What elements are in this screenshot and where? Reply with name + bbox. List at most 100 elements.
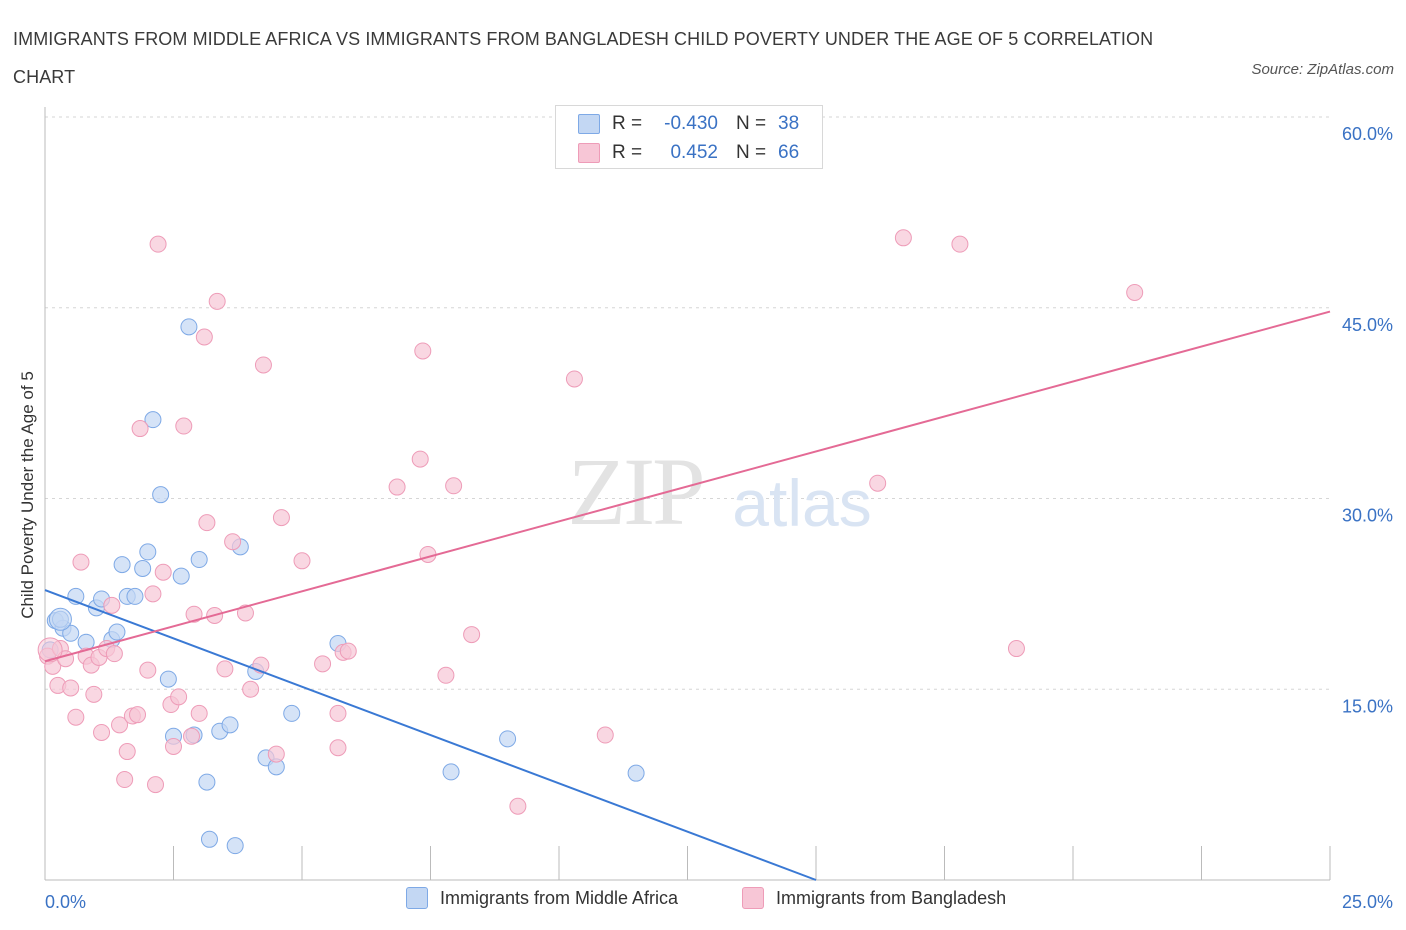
point-pink-60[interactable]	[565, 370, 583, 388]
point-pink-35[interactable]	[198, 514, 216, 532]
point-blue-12[interactable]	[126, 587, 144, 605]
point-pink-62[interactable]	[869, 474, 887, 492]
point-pink-48[interactable]	[329, 704, 347, 722]
point-blue-cluster[interactable]	[48, 607, 72, 631]
point-pink-28[interactable]	[165, 737, 182, 755]
chart-title: IMMIGRANTS FROM MIDDLE AFRICA VS IMMIGRA…	[13, 29, 1154, 87]
point-pink-32[interactable]	[185, 605, 203, 623]
point-pink-49[interactable]	[329, 739, 347, 757]
point-blue-27[interactable]	[226, 837, 244, 855]
point-pink-10[interactable]	[85, 685, 103, 703]
point-blue-14[interactable]	[139, 543, 157, 561]
point-pink-22[interactable]	[139, 661, 157, 679]
point-pink-29[interactable]	[170, 688, 188, 706]
point-blue-36[interactable]	[627, 764, 645, 782]
y-tick-label-3: 60.0%	[1342, 124, 1393, 144]
point-pink-52[interactable]	[388, 478, 406, 496]
point-pink-25[interactable]	[149, 235, 167, 253]
point-pink-cluster[interactable]	[37, 637, 63, 663]
point-blue-16[interactable]	[152, 486, 170, 504]
point-pink-61[interactable]	[596, 726, 614, 744]
axes	[44, 107, 1331, 881]
point-pink-65[interactable]	[1007, 640, 1025, 658]
point-blue-20[interactable]	[180, 318, 198, 336]
trend-line-pink	[44, 310, 1331, 663]
point-pink-64[interactable]	[951, 235, 969, 253]
point-blue-26[interactable]	[221, 716, 239, 734]
point-pink-16[interactable]	[111, 716, 129, 734]
watermark-atlas: atlas	[732, 466, 871, 540]
point-blue-17[interactable]	[159, 670, 177, 688]
series-legend: Immigrants from Middle Africa Immigrants…	[0, 887, 1406, 917]
legend-swatch-blue	[578, 114, 600, 134]
point-pink-58[interactable]	[463, 626, 481, 644]
point-blue-19[interactable]	[172, 567, 190, 585]
point-pink-43[interactable]	[254, 356, 272, 374]
point-pink-5[interactable]	[62, 679, 80, 697]
legend-r-label: R =	[612, 113, 643, 134]
source-label: Source: ZipAtlas.com	[1251, 61, 1394, 78]
x-tick-label-max: 25.0%	[1342, 892, 1393, 912]
grid	[45, 116, 1330, 690]
point-pink-63[interactable]	[894, 229, 912, 247]
legend-r-value: 0.452	[670, 142, 718, 163]
point-pink-53[interactable]	[411, 450, 429, 468]
point-blue-23[interactable]	[198, 773, 216, 791]
legend-n-label: N =	[736, 142, 767, 163]
point-blue-10[interactable]	[113, 556, 131, 574]
point-pink-57[interactable]	[445, 477, 463, 495]
point-pink-34[interactable]	[195, 328, 213, 346]
point-pink-46[interactable]	[293, 552, 311, 570]
legend-item-middle-africa[interactable]: Immigrants from Middle Africa	[406, 887, 678, 909]
point-pink-24[interactable]	[147, 776, 165, 794]
point-pink-59[interactable]	[509, 797, 527, 815]
point-pink-6[interactable]	[67, 708, 85, 726]
point-pink-44[interactable]	[267, 745, 285, 763]
point-pink-7[interactable]	[72, 553, 90, 571]
point-pink-37[interactable]	[208, 292, 226, 310]
trend-lines	[44, 310, 1331, 881]
point-pink-18[interactable]	[118, 743, 136, 761]
point-pink-23[interactable]	[144, 585, 162, 603]
point-pink-21[interactable]	[131, 420, 149, 438]
point-pink-14[interactable]	[103, 596, 121, 614]
point-blue-32[interactable]	[283, 704, 301, 722]
point-blue-3[interactable]	[62, 624, 80, 642]
point-pink-51[interactable]	[339, 642, 357, 660]
point-pink-17[interactable]	[116, 771, 134, 789]
point-pink-54[interactable]	[414, 342, 432, 360]
point-pink-33[interactable]	[190, 704, 208, 722]
legend-swatch-pink	[742, 887, 764, 909]
point-blue-34[interactable]	[442, 763, 460, 781]
point-pink-56[interactable]	[437, 666, 455, 684]
point-pink-55[interactable]	[419, 545, 437, 563]
point-pink-12[interactable]	[93, 723, 111, 741]
point-pink-31[interactable]	[182, 727, 200, 745]
point-blue-35[interactable]	[499, 730, 517, 748]
point-blue-24[interactable]	[200, 830, 218, 848]
y-tick-label-1: 30.0%	[1342, 506, 1393, 526]
point-pink-39[interactable]	[224, 533, 242, 551]
point-pink-40[interactable]	[236, 604, 254, 622]
point-blue-9[interactable]	[108, 623, 126, 641]
point-pink-45[interactable]	[272, 509, 290, 527]
point-blue-22[interactable]	[190, 551, 208, 569]
point-pink-15[interactable]	[105, 645, 123, 663]
tick-labels: 15.0% 30.0% 45.0% 60.0% 0.0% 25.0%	[45, 124, 1393, 912]
point-pink-26[interactable]	[154, 563, 172, 581]
point-pink-38[interactable]	[216, 660, 234, 678]
legend-swatch-blue	[406, 887, 428, 909]
legend-n-value: 38	[778, 113, 800, 134]
y-tick-label-2: 45.0%	[1342, 315, 1393, 335]
legend-n-value: 66	[778, 142, 800, 163]
point-pink-66[interactable]	[1126, 283, 1144, 301]
point-pink-41[interactable]	[242, 680, 260, 698]
point-pink-47[interactable]	[314, 655, 332, 673]
point-pink-30[interactable]	[175, 417, 193, 435]
legend-item-bangladesh[interactable]: Immigrants from Bangladesh	[742, 887, 1006, 909]
point-pink-20[interactable]	[129, 706, 147, 724]
legend-label-bangladesh: Immigrants from Bangladesh	[776, 887, 1007, 908]
point-blue-15[interactable]	[144, 411, 162, 429]
point-blue-13[interactable]	[134, 559, 152, 577]
